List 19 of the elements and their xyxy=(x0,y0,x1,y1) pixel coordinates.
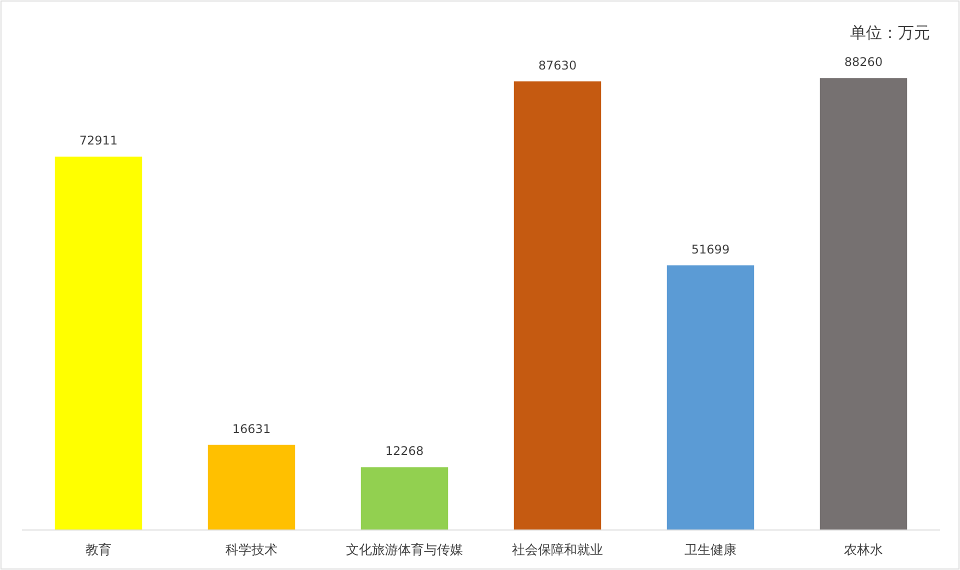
bar xyxy=(820,78,908,530)
data-label: 12268 xyxy=(385,444,424,458)
data-label: 87630 xyxy=(538,58,577,72)
x-tick-label: 农林水 xyxy=(844,543,883,558)
bar xyxy=(514,81,602,530)
bar xyxy=(360,467,448,530)
data-label: 72911 xyxy=(79,134,118,148)
data-label: 88260 xyxy=(844,55,883,70)
bar xyxy=(666,265,754,530)
text: 单位：万元 xyxy=(850,23,930,42)
bar xyxy=(54,156,142,530)
x-tick-label: 科学技术 xyxy=(226,543,278,558)
data-label: 16631 xyxy=(232,422,271,436)
x-tick-label: 文化旅游体育与传媒 xyxy=(346,542,463,558)
x-tick-label: 教育 xyxy=(86,542,112,558)
data-label: 51699 xyxy=(691,242,730,256)
bar xyxy=(208,444,296,530)
x-tick-label: 社会保障和就业 xyxy=(512,543,603,558)
x-tick-label: 卫生健康 xyxy=(684,543,736,558)
